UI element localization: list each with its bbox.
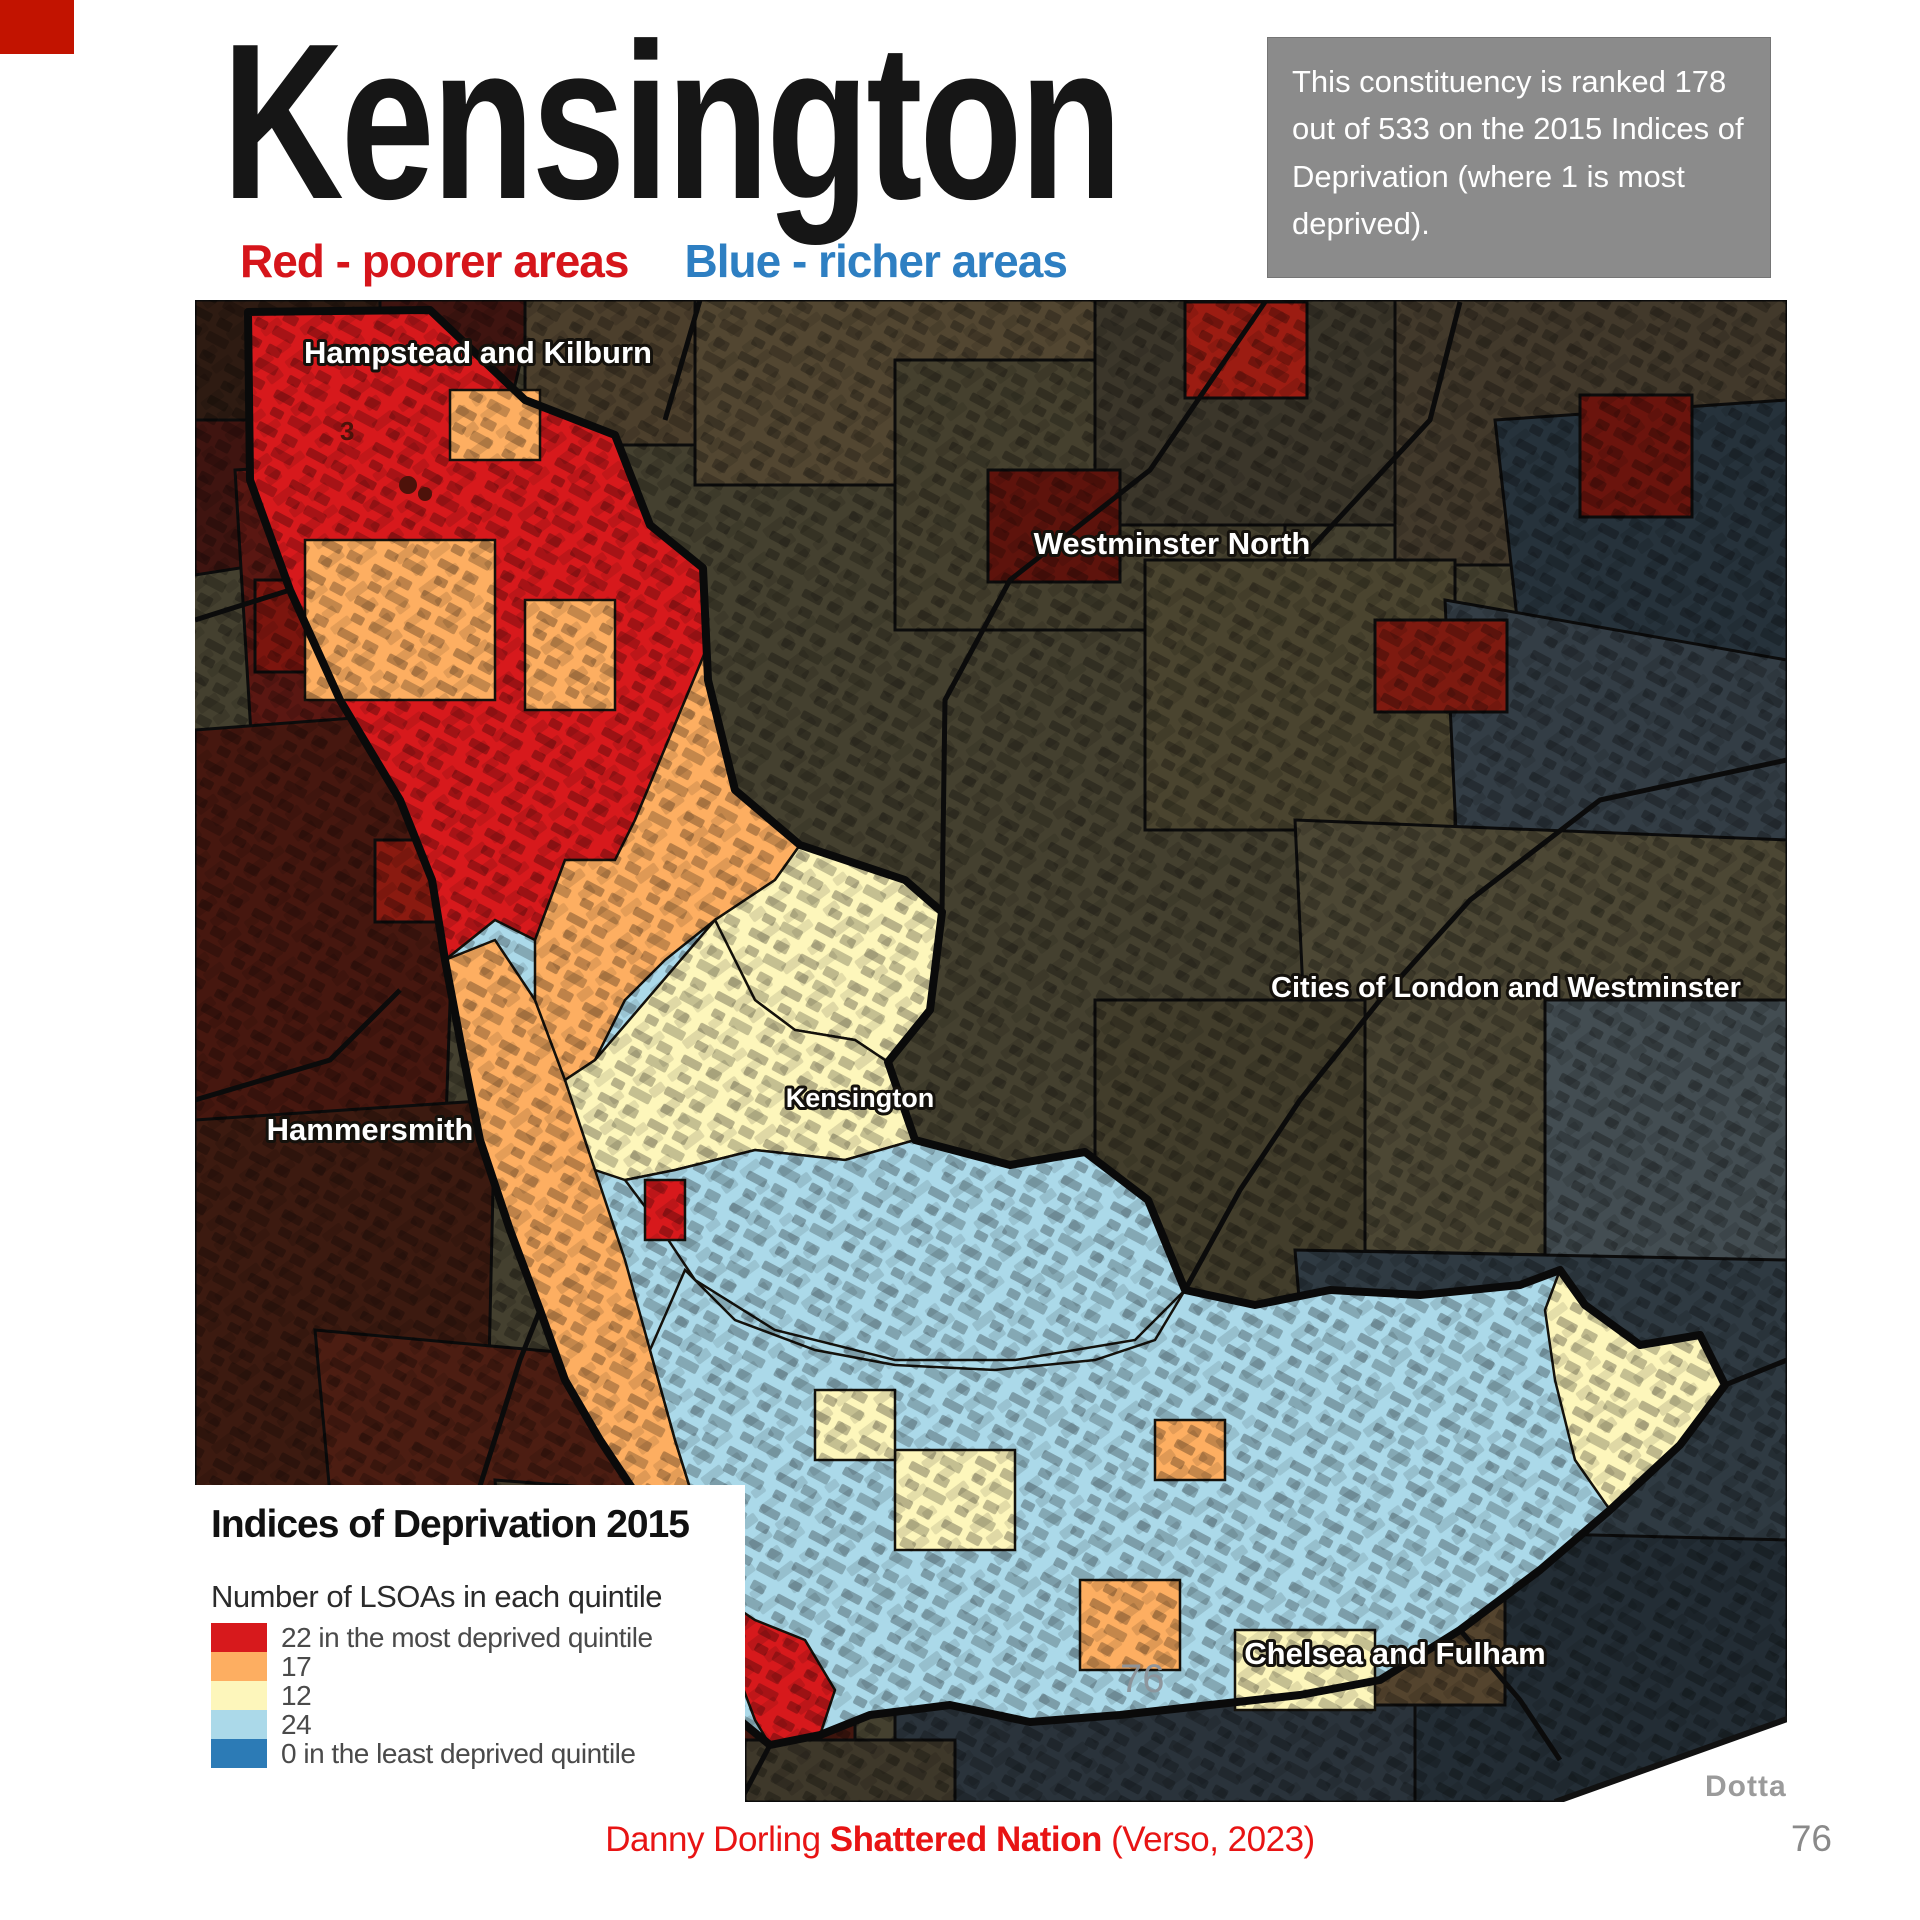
label-hammersmith: Hammersmith <box>267 1112 474 1147</box>
swatch-q4 <box>211 1710 267 1739</box>
swatch-q2 <box>211 1652 267 1681</box>
legend-title: Indices of Deprivation 2015 <box>211 1503 690 1546</box>
credit-book-title: Shattered Nation <box>829 1820 1103 1859</box>
map-logo-watermark: Dotta <box>1705 1770 1787 1802</box>
credit-publisher: (Verso, 2023) <box>1111 1820 1315 1859</box>
map-detail-digit: 3 <box>340 416 354 446</box>
constituency-border <box>244 306 1729 1749</box>
legend-row-q2: 17 <box>211 1650 731 1682</box>
color-key-red: Red - poorer areas <box>240 235 629 287</box>
rank-info-box: This constituency is ranked 178 out of 5… <box>1267 37 1771 278</box>
legend-label-q2: 17 <box>281 1650 312 1682</box>
boundary-lines <box>194 299 1788 1804</box>
map-detail-dot <box>399 476 417 494</box>
color-key: Red - poorer areas Blue - richer areas <box>240 234 1068 288</box>
label-kensington: Kensington <box>786 1083 935 1113</box>
swatch-least-deprived <box>211 1739 267 1768</box>
label-westminster-north: Westminster North <box>1034 526 1311 561</box>
legend-row-q4: 24 <box>211 1708 731 1740</box>
legend-label-q5: 0 in the least deprived quintile <box>281 1737 636 1769</box>
legend-box: Indices of Deprivation 2015 Number of LS… <box>195 1485 745 1802</box>
source-credit: Danny Dorling Shattered Nation (Verso, 2… <box>0 1820 1920 1860</box>
legend-label-q3: 12 <box>281 1679 312 1711</box>
label-chelsea-and-fulham: Chelsea and Fulham <box>1244 1636 1545 1671</box>
credit-author: Danny Dorling <box>605 1820 821 1859</box>
map-page-watermark: 76 <box>1120 1657 1165 1701</box>
swatch-most-deprived <box>211 1623 267 1652</box>
label-hampstead-and-kilburn: Hampstead and Kilburn <box>304 335 652 370</box>
map-corner-edge <box>1553 1715 1792 1805</box>
page-number: 76 <box>1790 1818 1832 1859</box>
swatch-q3 <box>211 1681 267 1710</box>
legend-row-q1: 22 in the most deprived quintile <box>211 1621 731 1653</box>
legend-row-q5: 0 in the least deprived quintile <box>211 1737 731 1769</box>
page-title: Kensington <box>222 0 1123 246</box>
label-cities-of-london-and-westminster: Cities of London and Westminster <box>1271 972 1741 1004</box>
map-canvas: 3 Dotta 76 Hampstead and Kilburn Westmin… <box>193 298 1792 1812</box>
legend-label-q1: 22 in the most deprived quintile <box>281 1621 653 1653</box>
color-key-blue: Blue - richer areas <box>684 235 1067 287</box>
legend-row-q3: 12 <box>211 1679 731 1711</box>
slide-corner-mark <box>0 0 74 54</box>
legend-label-q4: 24 <box>281 1708 312 1740</box>
map-detail-dot <box>418 487 432 501</box>
deprivation-map: 3 Dotta 76 Hampstead and Kilburn Westmin… <box>193 298 1792 1812</box>
legend-subtitle: Number of LSOAs in each quintile <box>211 1579 662 1614</box>
